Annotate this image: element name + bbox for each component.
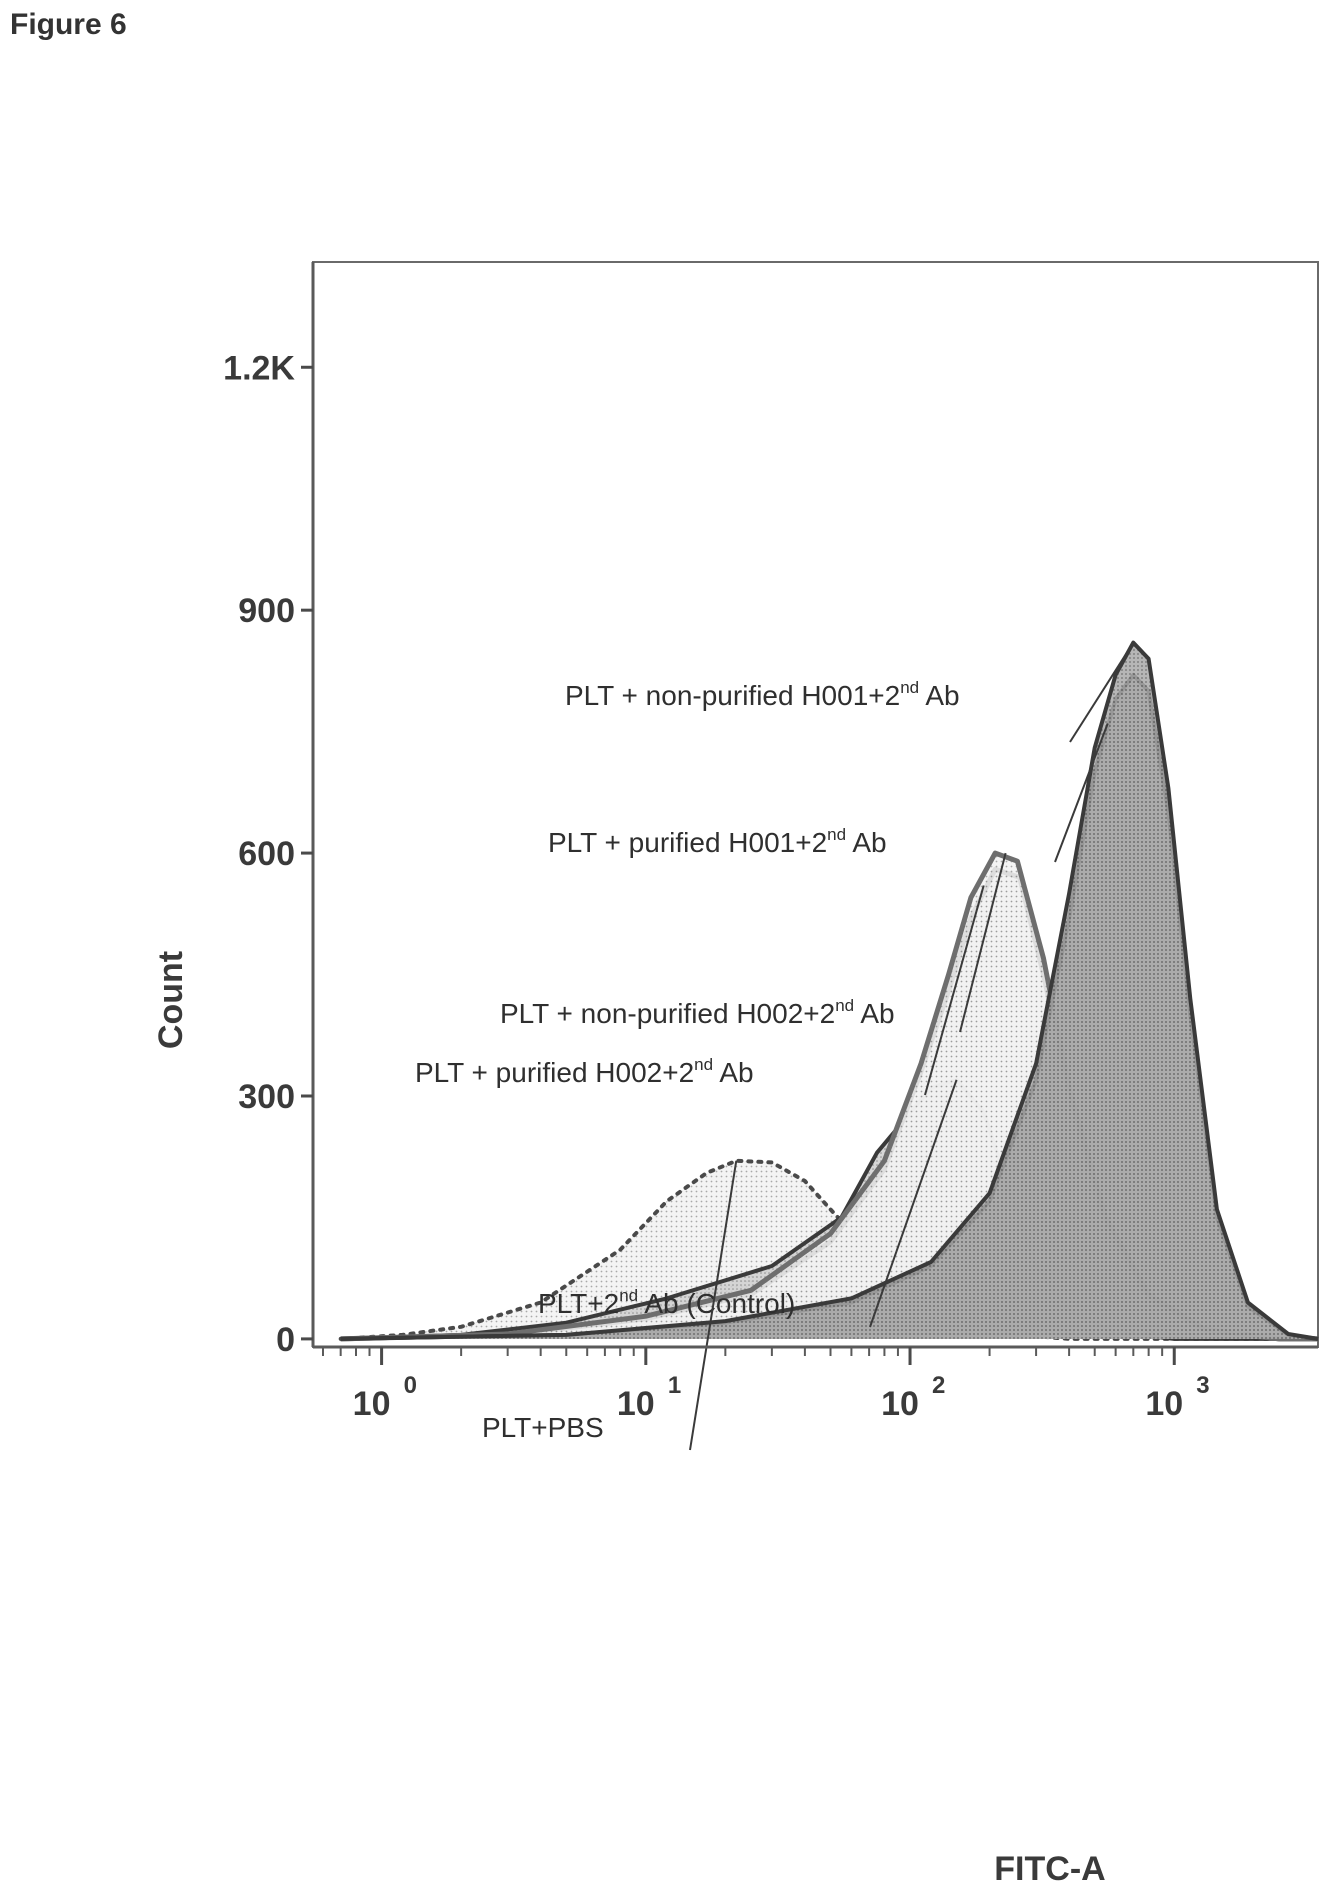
y-tick-label-900: 900 xyxy=(238,592,295,630)
y-tick-label-0: 0 xyxy=(276,1321,295,1359)
annotation-leader-plt-non-purified-h002-2nd-ab xyxy=(959,852,1007,1033)
x-tick-label-1: 10 xyxy=(617,1385,655,1423)
annotation-leader-plt-non-purified-h001-2nd-ab xyxy=(1069,642,1135,743)
x-tick-label-3: 10 xyxy=(1145,1385,1183,1423)
annotation-label-plt-2nd-ab-control: PLT+2nd Ab (Control) xyxy=(538,1286,795,1319)
series-area-plt-non-purified-h001-2nd-ab xyxy=(340,642,1318,1339)
x-tick-exponent-1: 1 xyxy=(668,1372,681,1399)
annotation-leader-plt-purified-h001-2nd-ab xyxy=(1054,723,1109,863)
x-tick-label-2: 10 xyxy=(881,1385,919,1423)
annotation-leader-plt-pbs xyxy=(689,1160,738,1451)
series-layer xyxy=(338,640,1319,1342)
x-axis-title: FITC-A xyxy=(994,1850,1105,1888)
annotation-label-plt-non-purified-h002-2nd-ab: PLT + non-purified H002+2nd Ab xyxy=(500,996,895,1029)
figure-label: Figure 6 xyxy=(10,8,127,41)
annotation-label-plt-purified-h002-2nd-ab: PLT + purified H002+2nd Ab xyxy=(415,1055,754,1088)
x-tick-exponent-3: 3 xyxy=(1196,1372,1209,1399)
y-tick-label-300: 300 xyxy=(238,1078,295,1116)
y-tick-label-1-2k: 1.2K xyxy=(223,349,295,387)
annotation-leader-plt-2nd-ab-control xyxy=(869,1079,958,1328)
series-line-plt-non-purified-h001-2nd-ab xyxy=(340,640,1319,1341)
annotation-leader-plt-purified-h002-2nd-ab xyxy=(924,885,985,1096)
axis-layer: 0 300 600 900 1.2K 10 0 10 1 10 2 10 3 xyxy=(223,262,1318,1423)
annotation-label-plt-purified-h001-2nd-ab: PLT + purified H001+2nd Ab xyxy=(548,825,887,858)
annotation-layer: PLT + non-purified H001+2nd Ab PLT + puri… xyxy=(415,642,1135,1451)
annotation-label-plt-pbs: PLT+PBS xyxy=(482,1412,604,1443)
x-tick-exponent-0: 0 xyxy=(404,1372,417,1399)
x-tick-label-0: 10 xyxy=(353,1385,391,1423)
x-tick-exponent-2: 2 xyxy=(932,1372,945,1399)
y-axis-title: Count xyxy=(152,951,190,1049)
annotation-label-plt-non-purified-h001-2nd-ab: PLT + non-purified H001+2nd Ab xyxy=(565,678,960,711)
y-tick-label-600: 600 xyxy=(238,835,295,873)
